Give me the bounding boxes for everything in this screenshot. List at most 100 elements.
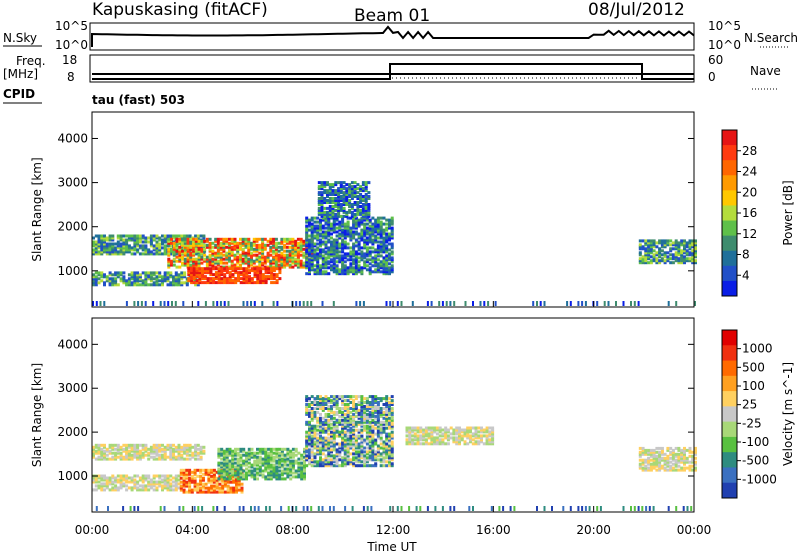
power-echo-cell — [347, 252, 350, 255]
velocity-echo-cell — [344, 431, 347, 434]
power-echo-cell — [377, 237, 380, 240]
velocity-echo-cell — [191, 452, 194, 455]
power-echo-cell — [167, 283, 170, 286]
velocity-echo-cell — [275, 466, 278, 469]
power-echo-cell — [343, 207, 346, 210]
velocity-echo-cell — [242, 460, 245, 463]
power-echo-cell — [276, 267, 279, 270]
velocity-echo-cell — [391, 431, 394, 434]
velocity-echo-cell — [455, 436, 458, 439]
velocity-echo-cell — [153, 481, 156, 484]
power-echo-cell — [169, 235, 172, 238]
power-echo-cell — [686, 249, 689, 252]
velocity-echo-cell — [128, 450, 131, 453]
velocity-echo-cell — [311, 435, 314, 438]
velocity-echo-cell — [125, 444, 128, 447]
velocity-noise-cell — [638, 506, 640, 511]
velocity-echo-cell — [284, 468, 287, 471]
velocity-echo-cell — [111, 456, 114, 459]
velocity-echo-cell — [314, 452, 317, 455]
velocity-noise-cell — [160, 506, 162, 511]
power-echo-cell — [225, 238, 228, 241]
velocity-echo-cell — [349, 415, 352, 418]
power-echo-cell — [655, 245, 658, 248]
power-echo-cell — [653, 253, 656, 256]
velocity-echo-cell — [472, 438, 475, 441]
power-noise-cell — [299, 301, 301, 306]
velocity-echo-cell — [308, 409, 311, 412]
velocity-echo-cell — [363, 454, 366, 457]
velocity-echo-cell — [639, 463, 642, 466]
power-echo-cell — [98, 271, 101, 274]
velocity-echo-cell — [240, 448, 243, 451]
power-echo-cell — [161, 239, 164, 242]
velocity-echo-cell — [308, 448, 311, 451]
velocity-echo-cell — [229, 475, 232, 478]
velocity-echo-cell — [689, 455, 692, 458]
velocity-echo-cell — [202, 491, 205, 494]
velocity-echo-cell — [314, 441, 317, 444]
velocity-echo-cell — [647, 457, 650, 460]
power-echo-cell — [283, 250, 286, 253]
power-echo-cell — [272, 250, 275, 253]
velocity-echo-cell — [689, 461, 692, 464]
power-echo-cell — [170, 260, 173, 263]
power-echo-cell — [388, 219, 391, 222]
velocity-echo-cell — [311, 448, 314, 451]
velocity-echo-cell — [139, 484, 142, 487]
power-echo-cell — [120, 277, 123, 280]
velocity-noise-cell — [250, 506, 252, 511]
velocity-echo-cell — [125, 484, 128, 487]
power-echo-cell — [388, 262, 391, 265]
velocity-noise-cell — [107, 506, 109, 511]
velocity-echo-cell — [210, 475, 213, 478]
velocity-echo-cell — [366, 464, 369, 467]
power-echo-region — [639, 239, 697, 264]
velocity-echo-cell — [180, 485, 183, 488]
velocity-echo-cell — [311, 401, 314, 404]
velocity-echo-cell — [234, 472, 237, 475]
velocity-echo-cell — [391, 395, 394, 398]
velocity-echo-cell — [289, 450, 292, 453]
power-noise-cell — [273, 301, 275, 306]
power-echo-cell — [305, 217, 308, 220]
power-echo-cell — [254, 281, 257, 284]
velocity-echo-cell — [336, 395, 339, 398]
velocity-echo-cell — [358, 435, 361, 438]
velocity-echo-cell — [207, 469, 210, 472]
velocity-echo-cell — [106, 477, 109, 480]
velocity-echo-cell — [325, 407, 328, 410]
power-noise-cell — [164, 301, 166, 306]
velocity-echo-cell — [150, 456, 153, 459]
power-noise-cell — [604, 301, 606, 306]
velocity-echo-cell — [369, 401, 372, 404]
velocity-echo-cell — [284, 448, 287, 451]
velocity-noise-cell — [645, 506, 647, 511]
power-echo-cell — [336, 260, 339, 263]
power-echo-cell — [348, 183, 351, 186]
velocity-echo-cell — [406, 427, 409, 430]
power-noise-cell — [412, 301, 414, 306]
velocity-noise-cell — [687, 506, 689, 511]
power-echo-cell — [183, 235, 186, 238]
power-echo-cell — [215, 281, 218, 284]
power-echo-cell — [391, 227, 394, 230]
velocity-echo-cell — [136, 475, 139, 478]
velocity-echo-cell — [374, 450, 377, 453]
power-noise-cell — [96, 301, 98, 306]
velocity-echo-cell — [366, 425, 369, 428]
velocity-echo-cell — [322, 417, 325, 420]
velocity-echo-cell — [237, 448, 240, 451]
power-echo-cell — [258, 238, 261, 241]
power-echo-cell — [195, 238, 198, 241]
velocity-echo-cell — [305, 464, 308, 467]
power-echo-cell — [278, 267, 281, 270]
power-echo-cell — [231, 238, 234, 241]
velocity-echo-cell — [224, 491, 227, 494]
power-echo-cell — [265, 267, 268, 270]
power-echo-cell — [225, 252, 228, 255]
velocity-echo-cell — [218, 487, 221, 490]
velocity-echo-cell — [428, 432, 431, 435]
velocity-echo-cell — [139, 444, 142, 447]
power-echo-cell — [167, 238, 170, 241]
